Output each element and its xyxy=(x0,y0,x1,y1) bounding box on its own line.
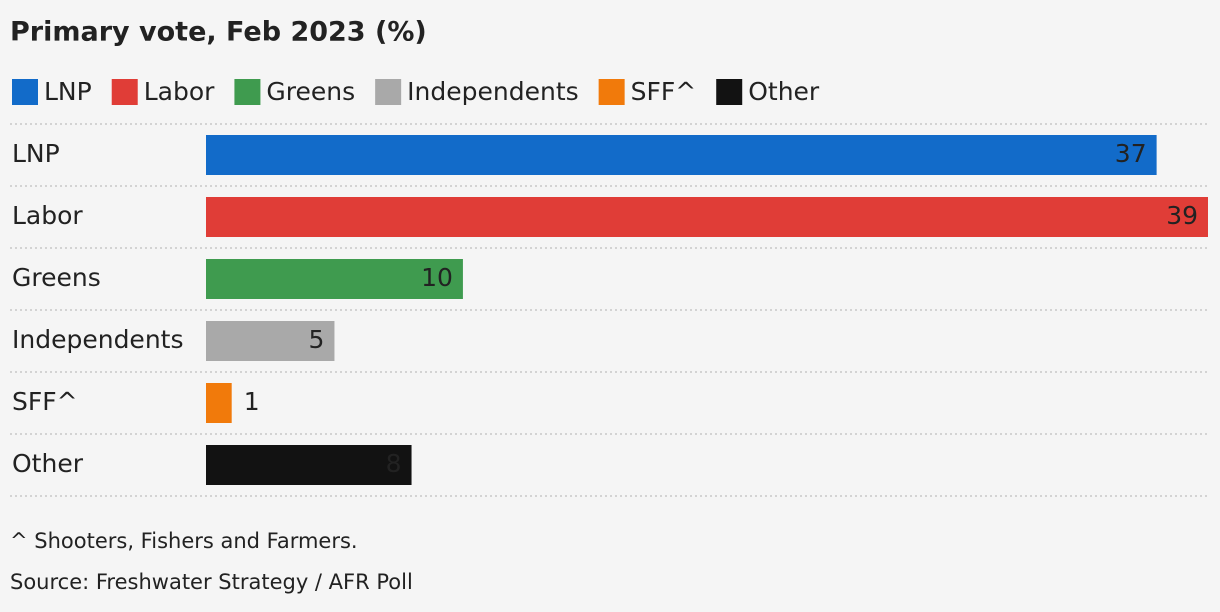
value-label: 5 xyxy=(309,325,325,354)
legend-label: Other xyxy=(748,77,820,106)
legend-swatch xyxy=(234,79,261,105)
bar xyxy=(206,259,463,299)
legend-swatch xyxy=(375,79,402,105)
category-label: Greens xyxy=(12,263,101,292)
category-label: Independents xyxy=(12,325,183,354)
legend-swatch xyxy=(12,79,38,105)
category-label: Other xyxy=(12,449,84,478)
bar xyxy=(206,135,1157,175)
chart-title: Primary vote, Feb 2023 (%) xyxy=(10,17,427,48)
legend-label: Greens xyxy=(266,77,355,106)
value-label: 10 xyxy=(421,263,453,292)
bar xyxy=(206,197,1208,237)
legend-swatch xyxy=(111,79,138,105)
value-label: 1 xyxy=(244,387,260,416)
note: ^ Shooters, Fishers and Farmers. xyxy=(10,529,358,553)
bar xyxy=(206,383,232,423)
category-label: SFF^ xyxy=(12,387,78,416)
legend-label: SFF^ xyxy=(631,77,697,106)
bar xyxy=(206,321,335,361)
legend-label: Independents xyxy=(407,77,578,106)
value-label: 39 xyxy=(1166,201,1198,230)
legend-label: Labor xyxy=(144,77,215,106)
category-label: LNP xyxy=(12,139,60,168)
value-label: 8 xyxy=(386,449,402,478)
bar xyxy=(206,445,412,485)
legend-swatch xyxy=(598,79,625,105)
source: Source: Freshwater Strategy / AFR Poll xyxy=(10,570,413,594)
legend-swatch xyxy=(716,79,743,105)
value-label: 37 xyxy=(1115,139,1147,168)
legend-label: LNP xyxy=(44,77,92,106)
category-label: Labor xyxy=(12,201,83,230)
